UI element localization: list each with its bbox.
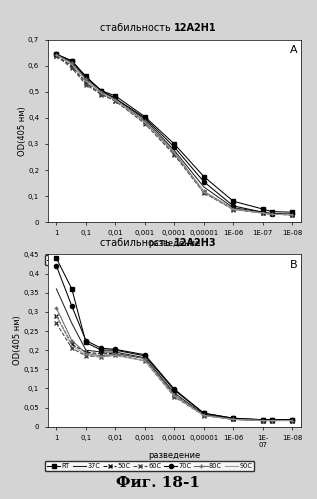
X-axis label: разведение: разведение [148,239,200,248]
Y-axis label: OD(405 нм): OD(405 нм) [17,106,27,156]
Text: B: B [290,259,297,269]
Text: Фиг. 18-1: Фиг. 18-1 [117,476,200,490]
Text: стабильность: стабильность [100,22,174,32]
Legend: RT, 37C, 50C, 60C, 70C, 80C, 90C: RT, 37C, 50C, 60C, 70C, 80C, 90C [45,255,255,265]
Text: стабильность: стабильность [100,238,174,248]
Text: 12A2H1: 12A2H1 [174,22,217,32]
Text: A: A [290,45,297,55]
Legend: RT, 37C, 50C, 60C, 70C, 80C, 90C: RT, 37C, 50C, 60C, 70C, 80C, 90C [45,461,255,471]
Y-axis label: OD(405 нм): OD(405 нм) [13,316,22,365]
X-axis label: разведение: разведение [148,451,200,460]
Text: 12A2H3: 12A2H3 [174,238,217,248]
